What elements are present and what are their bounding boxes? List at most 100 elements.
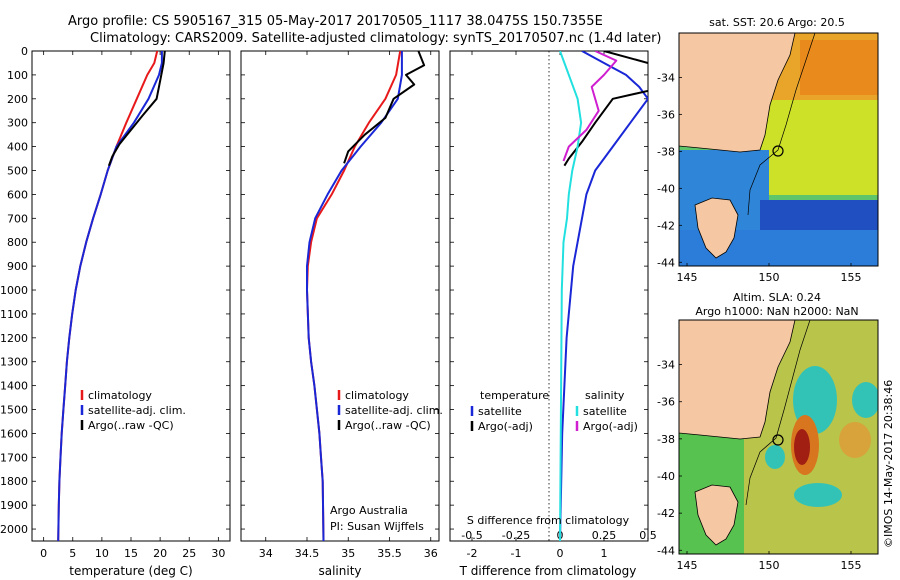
- sst-argo-location-marker: [772, 145, 784, 157]
- map-y-tick-label: -44: [657, 544, 675, 557]
- series-line-temperature-argo-adj-: [563, 51, 648, 167]
- difference-legend: temperature salinity satellite Argo(-adj) sa…: [470, 389, 638, 433]
- difference-panel: -2 -1 0 1 -0.5 -0.25 0 0.25 0.5 S difference fr…: [449, 50, 657, 578]
- difference-lines: [559, 51, 648, 541]
- sla-map-y-ticks: -34 -36 -38 -40 -42 -44: [657, 359, 682, 557]
- figure-title-line2: Climatology: CARS2009. Satellite-adjuste…: [90, 31, 662, 46]
- y-tick-label: 1800: [0, 475, 28, 488]
- x-tick-label: -2: [467, 547, 478, 560]
- y-tick-label: 100: [7, 69, 28, 82]
- map-x-tick-label: 145: [677, 271, 698, 284]
- y-tick-label: 2000: [0, 523, 28, 536]
- sla-map-title-line2: Argo h1000: NaN h2000: NaN: [695, 305, 858, 318]
- salinity-xlabel: salinity: [318, 564, 361, 578]
- salinity-annotation-line1: Argo Australia: [330, 504, 408, 517]
- salinity-y-ticks: [241, 50, 439, 530]
- temperature-legend: climatology satellite-adj. clim. Argo(..ra…: [80, 389, 186, 432]
- sla-map-frame: [678, 319, 879, 555]
- map-x-tick-label: 155: [841, 559, 862, 572]
- copyright-stamp: ©IMOS 14-May-2017 20:38:46: [882, 380, 895, 548]
- series-line-salinity-argo-adj-: [562, 51, 618, 162]
- y-tick-label: 1200: [0, 332, 28, 345]
- legend-label: climatology: [88, 389, 152, 402]
- map-y-tick-label: -34: [657, 359, 675, 372]
- legend-label: Argo(-adj): [583, 420, 638, 433]
- map-y-tick-label: -34: [657, 71, 675, 84]
- map-y-tick-label: -36: [657, 396, 675, 409]
- y-tick-label: 1300: [0, 356, 28, 369]
- sst-map-title: sat. SST: 20.6 Argo: 20.5: [709, 16, 845, 29]
- series-line-temperature-satellite: [559, 51, 648, 541]
- legend-label: Argo(..raw -QC): [345, 419, 431, 432]
- map-x-tick-label: 150: [759, 271, 780, 284]
- legend-label: satellite-adj. clim.: [88, 404, 186, 417]
- salinity-lines: [306, 51, 426, 541]
- x-tick-label: 34.5: [295, 547, 320, 560]
- y-tick-label: 600: [7, 188, 28, 201]
- sst-map-x-ticks: 145 150 155: [677, 263, 862, 284]
- temperature-y-ticks: 0 100 200 300 400 500 600 700 800 900 1000 1100 1200…: [0, 45, 230, 536]
- sla-map-title-line1: Altim. SLA: 0.24: [733, 291, 821, 304]
- legend-label: satellite: [583, 405, 627, 418]
- x-tick-label: 34: [259, 547, 273, 560]
- y-tick-label: 1600: [0, 427, 28, 440]
- x-tick-label: 15: [124, 547, 138, 560]
- series-line-argo-raw-qc-: [107, 51, 166, 167]
- map-y-tick-label: -40: [657, 470, 675, 483]
- x2-tick-label: -0.5: [461, 529, 482, 542]
- x-tick-label: 30: [211, 547, 225, 560]
- y-tick-label: 300: [7, 117, 28, 130]
- sla-map-x-ticks: 145 150 155: [677, 551, 862, 572]
- y-tick-label: 500: [7, 165, 28, 178]
- salinity-annotation-line2: PI: Susan Wijffels: [330, 520, 424, 533]
- x2-tick-label: 0.5: [639, 529, 657, 542]
- legend-label: satellite: [478, 405, 522, 418]
- y-tick-label: 900: [7, 260, 28, 273]
- sla-map-image: [679, 320, 878, 554]
- sst-map-image: [679, 33, 878, 266]
- temperature-plot-frame: [31, 50, 231, 542]
- difference-x2label: S difference from climatology: [467, 514, 630, 527]
- x-tick-label: 0: [557, 547, 564, 560]
- sla-map-panel: Altim. SLA: 0.24 Argo h1000: NaN h2000: …: [657, 291, 879, 572]
- x-tick-label: -1: [511, 547, 522, 560]
- series-line-salinity-satellite: [559, 51, 583, 541]
- x-tick-label: 10: [95, 547, 109, 560]
- map-x-tick-label: 145: [677, 559, 698, 572]
- temperature-panel: 0100200300400500600700800900100011001200…: [0, 45, 231, 578]
- salinity-plot-frame: [240, 50, 440, 542]
- map-x-tick-label: 155: [841, 271, 862, 284]
- series-line-argo-raw-qc-: [343, 51, 426, 164]
- legend-label: Argo(-adj): [478, 420, 533, 433]
- salinity-x-ticks: 34 34.5 35 35.5 36: [259, 51, 438, 560]
- legend-header: salinity: [585, 389, 625, 402]
- legend-label: satellite-adj. clim.: [345, 404, 443, 417]
- legend-label: Argo(..raw -QC): [88, 419, 174, 432]
- y-tick-label: 700: [7, 212, 28, 225]
- y-tick-label: 1700: [0, 451, 28, 464]
- sst-map-panel: sat. SST: 20.6 Argo: 20.5 -34 -36 -38 -40 -4…: [657, 16, 879, 284]
- map-y-tick-label: -38: [657, 433, 675, 446]
- x-tick-label: 0: [40, 547, 47, 560]
- difference-xlabel: T difference from climatology: [459, 564, 637, 578]
- x-tick-label: 35.5: [377, 547, 402, 560]
- x2-tick-label: 0.25: [592, 529, 617, 542]
- y-tick-label: 1100: [0, 308, 28, 321]
- y-tick-label: 0: [21, 45, 28, 58]
- x-tick-label: 25: [182, 547, 196, 560]
- x2-tick-label: -0.25: [502, 529, 530, 542]
- temperature-lines: [57, 51, 166, 541]
- map-y-tick-label: -38: [657, 145, 675, 158]
- temperature-x-ticks: 0 5 10 15 20 25 30: [40, 51, 225, 560]
- y-tick-label: 1000: [0, 284, 28, 297]
- difference-y-ticks: [450, 50, 648, 530]
- map-y-tick-label: -44: [657, 256, 675, 269]
- y-tick-label: 800: [7, 236, 28, 249]
- map-y-tick-label: -42: [657, 507, 675, 520]
- y-tick-label: 1400: [0, 380, 28, 393]
- y-tick-label: 200: [7, 93, 28, 106]
- temperature-xlabel: temperature (deg C): [69, 564, 192, 578]
- x-tick-label: 35: [341, 547, 355, 560]
- legend-label: climatology: [345, 389, 409, 402]
